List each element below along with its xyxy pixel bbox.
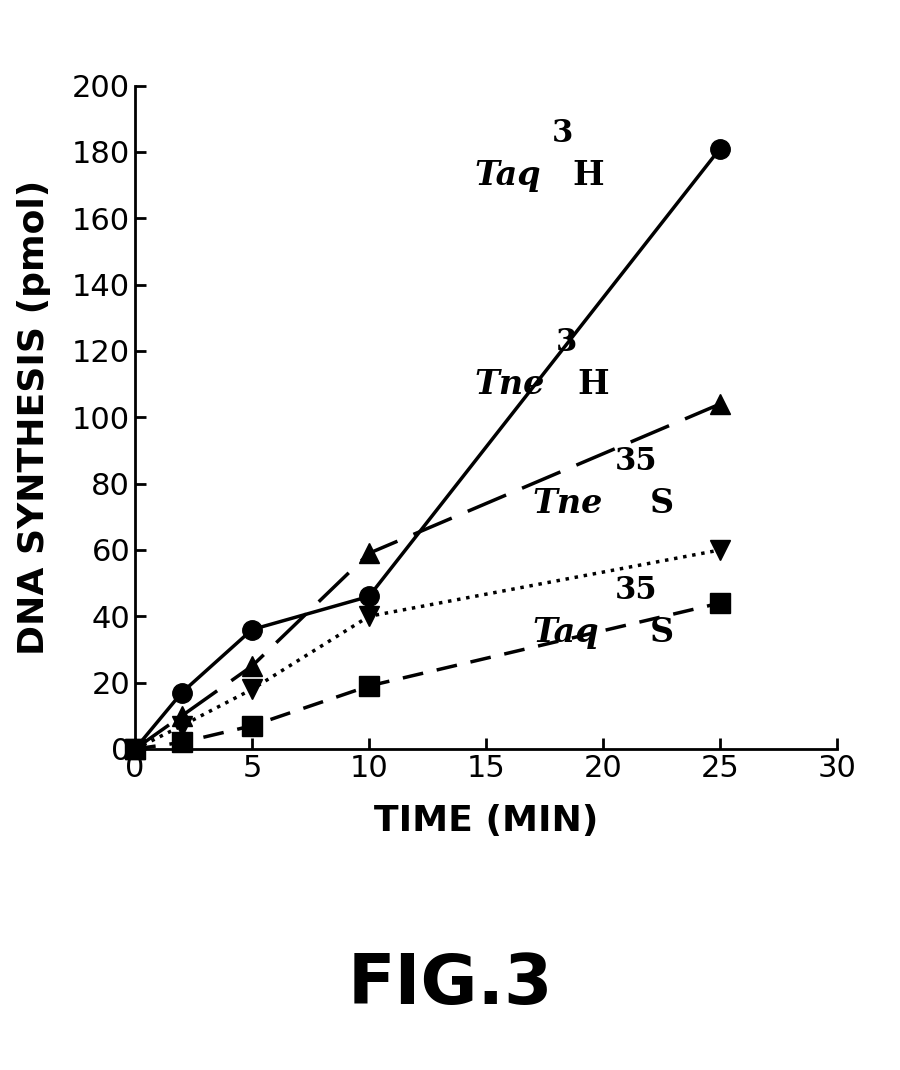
Text: Taq: Taq xyxy=(474,158,541,192)
Text: S: S xyxy=(650,616,674,649)
Text: S: S xyxy=(650,487,674,520)
Text: Tne: Tne xyxy=(533,487,603,520)
Text: H: H xyxy=(572,158,604,192)
Text: H: H xyxy=(577,368,609,400)
Text: Tne: Tne xyxy=(474,368,544,400)
Text: 3: 3 xyxy=(552,118,573,149)
Text: 35: 35 xyxy=(615,576,657,607)
X-axis label: TIME (MIN): TIME (MIN) xyxy=(374,804,598,838)
Y-axis label: DNA SYNTHESIS (pmol): DNA SYNTHESIS (pmol) xyxy=(17,180,51,655)
Text: FIG.3: FIG.3 xyxy=(347,951,553,1018)
Text: 35: 35 xyxy=(615,446,657,477)
Text: Taq: Taq xyxy=(533,616,599,649)
Text: 3: 3 xyxy=(556,326,578,357)
